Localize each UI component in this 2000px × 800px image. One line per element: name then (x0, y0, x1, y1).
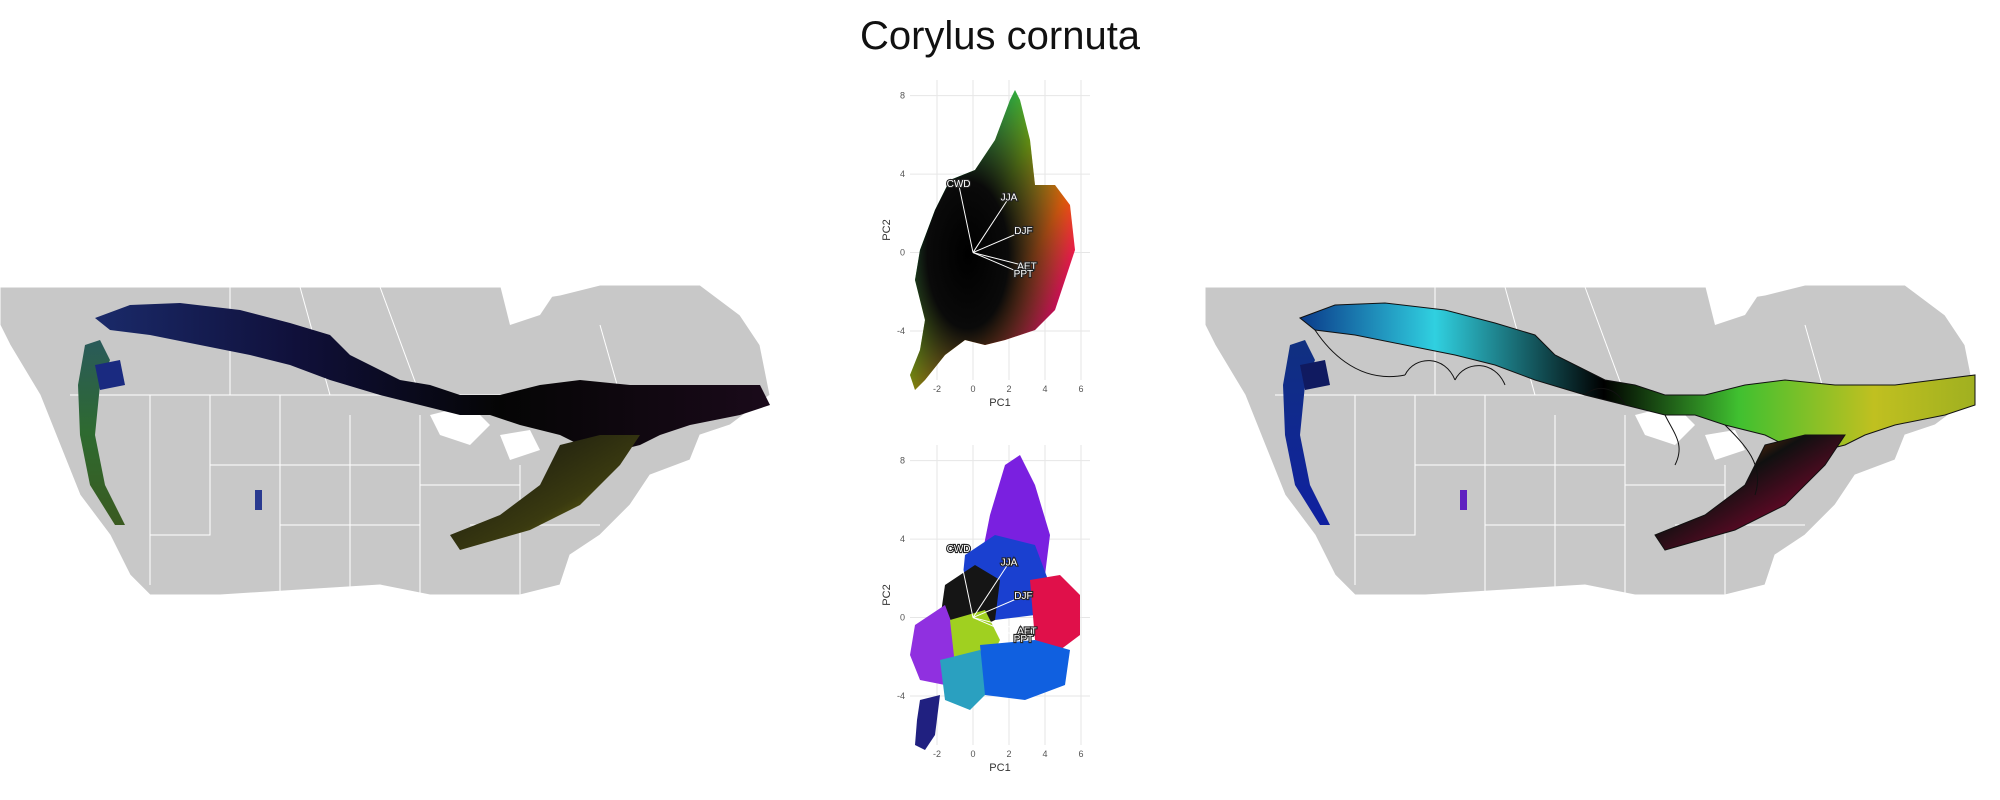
right-range-map (1204, 284, 1976, 596)
vector-arrow (972, 617, 1028, 632)
cluster-blue-low (980, 640, 1070, 700)
vector-arrow (972, 230, 1024, 254)
water-bodies (430, 285, 560, 460)
vector-label: DJF (1014, 226, 1032, 237)
pca-bottom-axes: -2 0 2 4 6 -4 0 4 8 PC1 PC2 (881, 456, 1084, 774)
land-mass (0, 284, 771, 596)
y-tick-label: 8 (900, 456, 905, 466)
y-tick-label: 0 (900, 248, 905, 258)
pca-top-cloud-shade (910, 90, 1075, 390)
vector-label: JJA (1001, 193, 1018, 204)
right-range-east (1654, 434, 1846, 551)
water-bodies (1635, 285, 1765, 460)
left-range-patch (95, 360, 125, 390)
x-tick-label: -2 (933, 749, 941, 759)
x-tick-label: 0 (970, 384, 975, 394)
land-mass (1204, 284, 1976, 596)
y-axis-label: PC2 (881, 219, 893, 240)
vector-label: CWD (947, 544, 971, 555)
right-range-west (1283, 340, 1330, 525)
left-range-main (95, 303, 770, 455)
vector-label: AET (1017, 626, 1036, 637)
x-axis-label: PC1 (989, 762, 1010, 774)
cluster-navy-tail (915, 695, 940, 750)
y-tick-label: 4 (900, 534, 905, 544)
vector-arrow (958, 548, 974, 618)
x-tick-label: 2 (1006, 749, 1011, 759)
cluster-teal (940, 650, 995, 710)
vector-arrow (972, 617, 1024, 640)
page-title: Corylus cornuta (859, 14, 1141, 58)
y-axis-label: PC2 (881, 584, 893, 605)
x-axis-label: PC1 (989, 397, 1010, 409)
right-range-main (1298, 302, 1976, 456)
vector-arrow (958, 183, 974, 253)
state-borders (70, 286, 740, 595)
vector-arrow (972, 562, 1010, 618)
cluster-red (1030, 575, 1080, 650)
left-range-patch (255, 490, 262, 510)
x-tick-label: 0 (970, 749, 975, 759)
right-range-patch (1300, 360, 1330, 390)
x-tick-label: 4 (1042, 384, 1047, 394)
y-tick-label: 4 (900, 169, 905, 179)
x-tick-label: 4 (1042, 749, 1047, 759)
left-range-west (78, 340, 125, 525)
pca-bottom-clusters (910, 455, 1080, 750)
vector-label: AET (1017, 261, 1036, 272)
vector-arrow (972, 252, 1028, 267)
left-range-east (450, 435, 640, 550)
y-tick-label: -4 (897, 691, 905, 701)
pca-top-axes: -2 0 2 4 6 -4 0 4 8 PC1 PC2 (881, 91, 1084, 409)
vector-label: PPT (1014, 634, 1033, 645)
vector-arrow (972, 252, 1024, 275)
x-tick-label: 2 (1006, 384, 1011, 394)
right-range-patch (1460, 490, 1467, 510)
vector-label: JJA (1001, 558, 1018, 569)
x-tick-label: 6 (1078, 749, 1083, 759)
y-tick-label: 8 (900, 91, 905, 101)
vector-label: PPT (1014, 269, 1033, 280)
y-tick-label: -4 (897, 326, 905, 336)
y-tick-label: 0 (900, 613, 905, 623)
left-range-map (0, 284, 771, 596)
vector-label: CWD (947, 179, 971, 190)
x-tick-label: -2 (933, 384, 941, 394)
x-tick-label: 6 (1078, 384, 1083, 394)
vector-arrow (972, 197, 1010, 253)
vector-label: DJF (1014, 591, 1032, 602)
range-outline-arcs (1314, 329, 1759, 496)
vector-arrow (972, 595, 1024, 619)
